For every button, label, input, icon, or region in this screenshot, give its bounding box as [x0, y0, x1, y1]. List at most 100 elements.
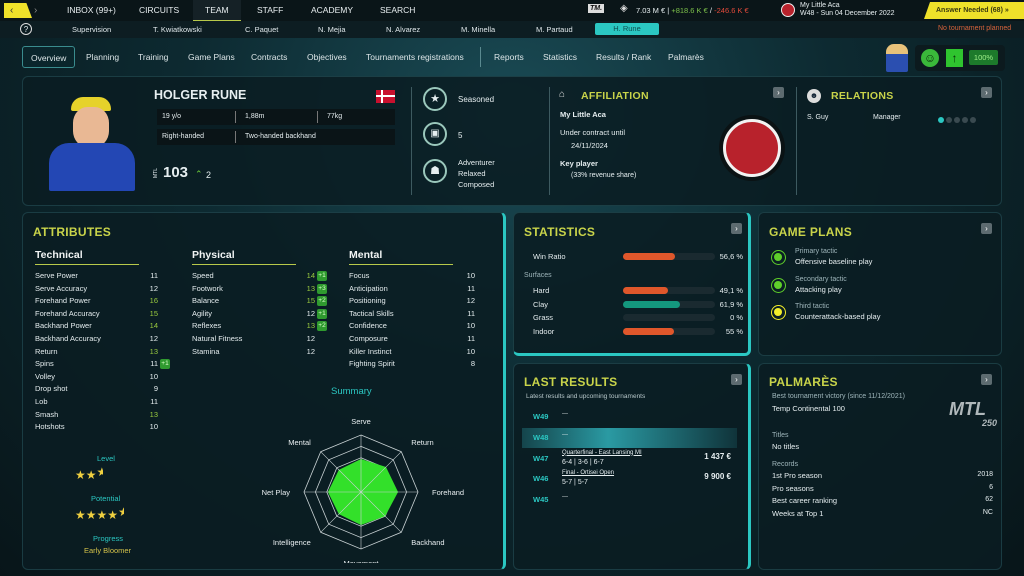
star-full-icon: ★: [107, 508, 119, 522]
attribute-name: Focus: [349, 271, 370, 280]
result-week: W45: [533, 495, 549, 505]
tactic-indicator-icon: [771, 277, 786, 293]
record-value: 62: [985, 496, 993, 503]
attribute-name: Killer Instinct: [349, 346, 392, 356]
attribute-gain-badge: +2: [317, 321, 327, 332]
radar-axis-label: Backhand: [411, 538, 444, 547]
tactic-value[interactable]: Counterattack-based play: [795, 312, 881, 321]
tab-game-plans[interactable]: Game Plans: [188, 52, 235, 62]
club-info: My Little Aca W48 - Sun 04 December 2022: [800, 2, 895, 18]
surface-name: Grass: [533, 313, 554, 323]
divider: [411, 87, 412, 195]
last-results-open-button[interactable]: ›: [731, 374, 742, 385]
tab-planning[interactable]: Planning: [86, 52, 120, 62]
tm-logo: TM.: [588, 4, 605, 13]
result-title: ---: [562, 494, 568, 501]
tab-tournaments-registrations[interactable]: Tournaments registrations: [366, 52, 464, 62]
tactic-value[interactable]: Attacking play: [795, 284, 842, 294]
member-paquet[interactable]: C. Paquet: [245, 25, 279, 34]
radar-axis-label: Return: [411, 438, 434, 447]
radar-axis-label: Mental: [288, 438, 311, 447]
radar-axis-label: Serve: [351, 417, 371, 426]
star-full-icon: ★: [96, 508, 108, 522]
member-mejia[interactable]: N. Mejia: [318, 25, 346, 34]
technical-heading: Technical: [35, 249, 83, 261]
member-alvarez[interactable]: N. Alvarez: [386, 25, 421, 34]
form-up-arrow-icon: ↑: [946, 49, 963, 67]
answer-needed-button[interactable]: Answer Needed (68) »: [924, 2, 1024, 19]
level-stars: ★★★: [75, 465, 103, 482]
tab-palmares[interactable]: Palmarès: [668, 52, 704, 62]
heading-underline: [349, 264, 453, 265]
attribute-value: 12: [306, 308, 315, 318]
game-plans-open-button[interactable]: ›: [981, 223, 992, 234]
rank-change: 2: [206, 170, 212, 180]
attribute-name: Confidence: [349, 321, 387, 331]
tab-results-rank[interactable]: Results / Rank: [596, 52, 652, 62]
forward-button[interactable]: ›: [34, 5, 38, 16]
result-row[interactable]: W49 ---: [522, 407, 737, 427]
attribute-name: Balance: [192, 296, 220, 306]
mental-heading: Mental: [349, 249, 383, 261]
nav-staff[interactable]: STAFF: [257, 5, 284, 15]
tab-training[interactable]: Training: [138, 52, 169, 62]
attribute-name: Serve Power: [35, 271, 78, 280]
nav-circuits[interactable]: CIRCUITS: [139, 5, 180, 15]
affiliation-open-button[interactable]: ›: [773, 87, 784, 98]
record-label: 1st Pro season: [772, 471, 823, 480]
attribute-value: 12: [466, 296, 475, 306]
help-icon[interactable]: ?: [20, 23, 32, 35]
surface-value: 49,1 %: [719, 286, 743, 295]
nav-academy[interactable]: ACADEMY: [311, 5, 354, 15]
money-icon: ◈: [620, 3, 628, 14]
nav-search[interactable]: SEARCH: [380, 5, 416, 15]
potential-stars: ★★★★★: [75, 505, 124, 522]
attribute-value: 13: [306, 321, 315, 331]
tab-objectives[interactable]: Objectives: [307, 52, 347, 62]
relations-open-button[interactable]: ›: [981, 87, 992, 98]
tactic-label: Secondary tactic: [795, 275, 847, 283]
result-row[interactable]: W46 Final - Ortisei Open 5-7 | 5-7 9 900 €: [522, 469, 737, 489]
statistics-open-button[interactable]: ›: [731, 223, 742, 234]
result-week: W46: [533, 474, 549, 484]
player-experience: Seasoned: [458, 95, 495, 104]
nav-team[interactable]: TEAM: [205, 5, 229, 15]
balance: 7.03 M €: [636, 6, 666, 15]
attribute-value: 13: [149, 346, 158, 356]
relations-title: RELATIONS: [831, 90, 894, 102]
tactic-dot: [774, 253, 782, 261]
tactic-label: Third tactic: [795, 303, 830, 310]
member-partaud[interactable]: M. Partaud: [536, 25, 573, 34]
member-kwiatkowski[interactable]: T. Kwiatkowski: [153, 25, 202, 34]
tactic-value[interactable]: Offensive baseline play: [795, 257, 873, 266]
result-row[interactable]: W45 ---: [522, 490, 737, 510]
nav-inbox[interactable]: INBOX (99+): [67, 5, 116, 15]
attribute-value: 11: [467, 334, 475, 343]
member-supervision[interactable]: Supervision: [72, 25, 112, 34]
result-prize: 9 900 €: [704, 472, 731, 482]
result-row[interactable]: W47 Quarterfinal - East Lansing MI 6-4 | 3…: [522, 449, 737, 469]
tab-overview[interactable]: Overview: [22, 46, 76, 68]
radar-axis-label: Intelligence: [273, 538, 311, 547]
result-title[interactable]: Final - Ortisei Open: [562, 470, 615, 477]
player-physical-row: 19 y/o 1,88m 77kg: [157, 109, 395, 125]
member-minella[interactable]: M. Minella: [461, 25, 496, 34]
attribute-gain-badge: +1: [317, 271, 327, 281]
contract-label: Under contract until: [560, 128, 626, 137]
attribute-name: Backhand Accuracy: [35, 334, 101, 343]
attribute-value: 11: [150, 271, 158, 280]
tab-reports[interactable]: Reports: [494, 52, 524, 62]
morale-smiley-icon: ☺: [921, 49, 939, 67]
palmares-open-button[interactable]: ›: [981, 374, 992, 385]
tab-contracts[interactable]: Contracts: [251, 52, 288, 62]
attribute-name: Volley: [35, 371, 56, 381]
attribute-gain-badge: +2: [317, 296, 327, 307]
tab-statistics[interactable]: Statistics: [543, 52, 578, 62]
member-rune-active[interactable]: H. Rune: [595, 23, 659, 35]
result-title[interactable]: Quarterfinal - East Lansing MI: [562, 449, 642, 456]
attribute-name: Backhand Power: [35, 321, 92, 331]
result-row[interactable]: W48 ---: [522, 427, 737, 448]
attribute-gain-badge: +1: [317, 308, 327, 319]
records-label: Records: [772, 461, 799, 468]
back-button[interactable]: ‹: [4, 3, 32, 18]
